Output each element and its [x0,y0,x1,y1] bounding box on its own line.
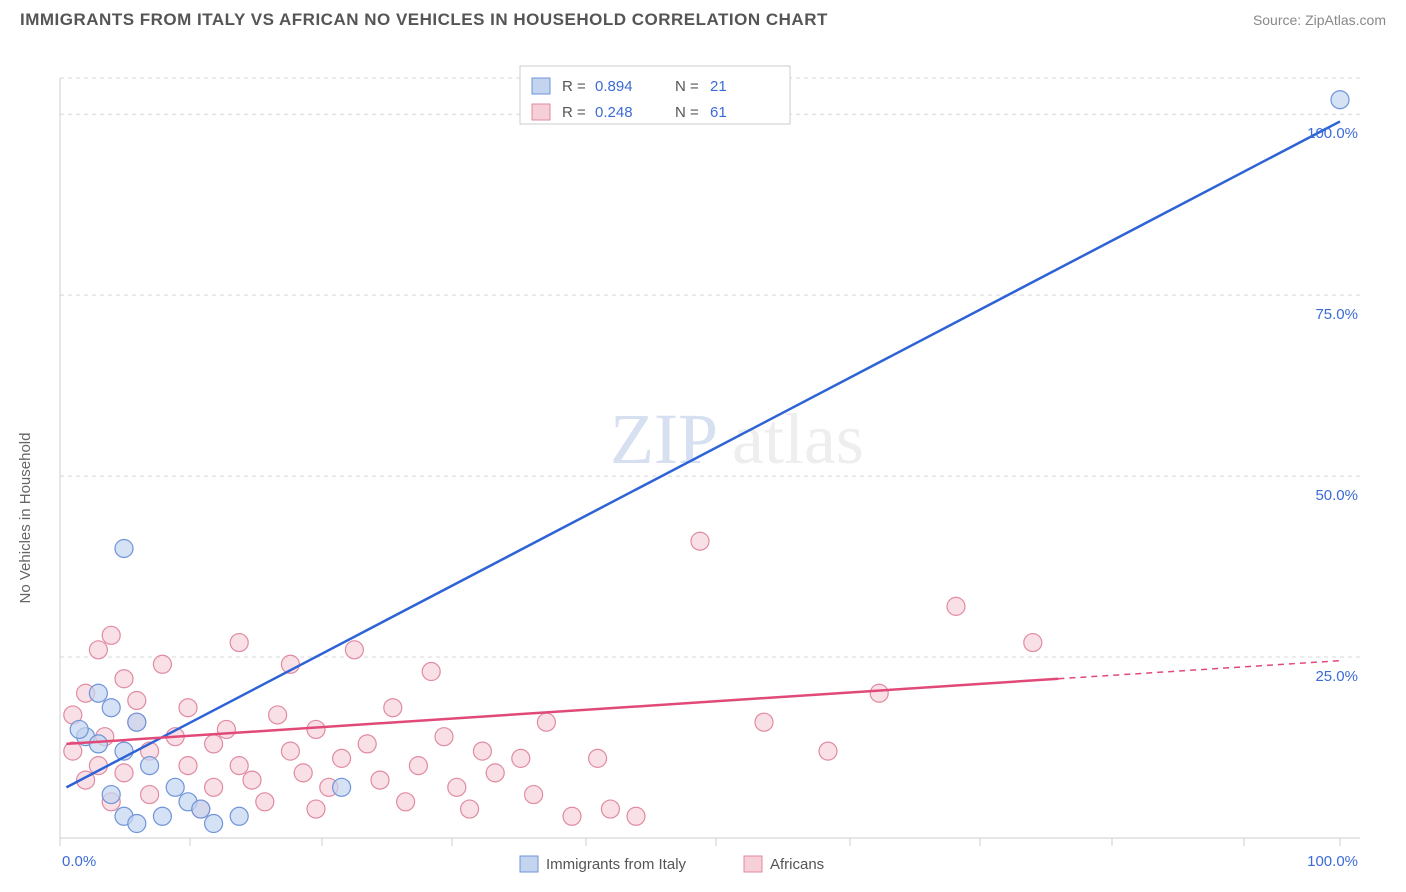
scatter-point-africans [525,786,543,804]
scatter-point-africans [1024,634,1042,652]
scatter-point-africans [589,749,607,767]
scatter-point-africans [397,793,415,811]
scatter-point-italy [128,815,146,833]
scatter-point-africans [205,778,223,796]
legend-r-label: R = [562,104,586,121]
scatter-point-africans [179,757,197,775]
legend-swatch [532,104,550,120]
scatter-point-africans [230,634,248,652]
y-tick-label: 25.0% [1315,668,1358,685]
scatter-point-italy [230,807,248,825]
scatter-point-africans [486,764,504,782]
scatter-point-africans [435,728,453,746]
source-label: Source: ZipAtlas.com [1253,12,1386,28]
trendline-africans-ext [1058,661,1340,679]
y-tick-label: 100.0% [1307,125,1358,142]
scatter-point-africans [294,764,312,782]
scatter-point-africans [627,807,645,825]
y-axis-title: No Vehicles in Household [17,433,34,604]
scatter-point-italy [192,800,210,818]
legend-r-value: 0.894 [595,78,633,95]
legend-swatch [520,856,538,872]
legend-box [520,66,790,124]
scatter-point-italy [166,778,184,796]
correlation-chart: ZIPatlas 25.0% 50.0% 75.0% 100.0% 0.0% 100.0% N… [0,38,1406,892]
scatter-point-africans [281,742,299,760]
scatter-point-africans [384,699,402,717]
scatter-point-africans [153,655,171,673]
scatter-point-africans [256,793,274,811]
legend-swatch [532,78,550,94]
scatter-point-italy [333,778,351,796]
scatter-point-africans [217,720,235,738]
scatter-point-africans [128,691,146,709]
scatter-point-africans [333,749,351,767]
scatter-point-italy [89,735,107,753]
scatter-point-africans [371,771,389,789]
scatter-point-italy [70,720,88,738]
scatter-point-africans [422,663,440,681]
scatter-point-africans [601,800,619,818]
scatter-point-africans [691,532,709,550]
scatter-point-africans [358,735,376,753]
x-tick-label: 100.0% [1307,853,1358,870]
trendline-africans [66,679,1058,744]
scatter-point-africans [102,626,120,644]
scatter-point-africans [563,807,581,825]
y-tick-label: 75.0% [1315,306,1358,323]
legend-series-label: Africans [770,856,824,873]
scatter-point-italy [128,713,146,731]
scatter-point-africans [537,713,555,731]
x-tick-label: 0.0% [62,853,96,870]
scatter-point-africans [141,786,159,804]
scatter-point-africans [115,764,133,782]
scatter-point-italy [205,815,223,833]
scatter-point-italy [153,807,171,825]
scatter-point-africans [448,778,466,796]
scatter-point-italy [115,539,133,557]
scatter-point-italy [141,757,159,775]
scatter-point-africans [230,757,248,775]
scatter-point-africans [115,670,133,688]
scatter-point-africans [205,735,223,753]
legend-n-label: N = [675,104,699,121]
watermark: atlas [732,399,864,479]
scatter-point-africans [473,742,491,760]
legend-r-label: R = [562,78,586,95]
scatter-point-africans [243,771,261,789]
scatter-point-italy [1331,91,1349,109]
legend-n-label: N = [675,78,699,95]
scatter-point-italy [102,699,120,717]
scatter-point-africans [512,749,530,767]
legend-series-label: Immigrants from Italy [546,856,687,873]
scatter-point-africans [307,800,325,818]
scatter-point-africans [345,641,363,659]
scatter-point-italy [102,786,120,804]
legend-n-value: 21 [710,78,727,95]
scatter-point-africans [179,699,197,717]
trendline-italy [66,121,1340,787]
legend-swatch [744,856,762,872]
y-tick-label: 50.0% [1315,487,1358,504]
scatter-point-africans [947,597,965,615]
legend-n-value: 61 [710,104,727,121]
scatter-point-italy [89,684,107,702]
scatter-point-africans [870,684,888,702]
watermark: ZIP [610,399,718,479]
scatter-point-africans [819,742,837,760]
scatter-point-africans [89,641,107,659]
scatter-point-africans [755,713,773,731]
scatter-point-africans [409,757,427,775]
scatter-point-africans [461,800,479,818]
legend-r-value: 0.248 [595,104,633,121]
scatter-point-africans [307,720,325,738]
scatter-point-africans [269,706,287,724]
chart-title: IMMIGRANTS FROM ITALY VS AFRICAN NO VEHI… [20,10,828,30]
